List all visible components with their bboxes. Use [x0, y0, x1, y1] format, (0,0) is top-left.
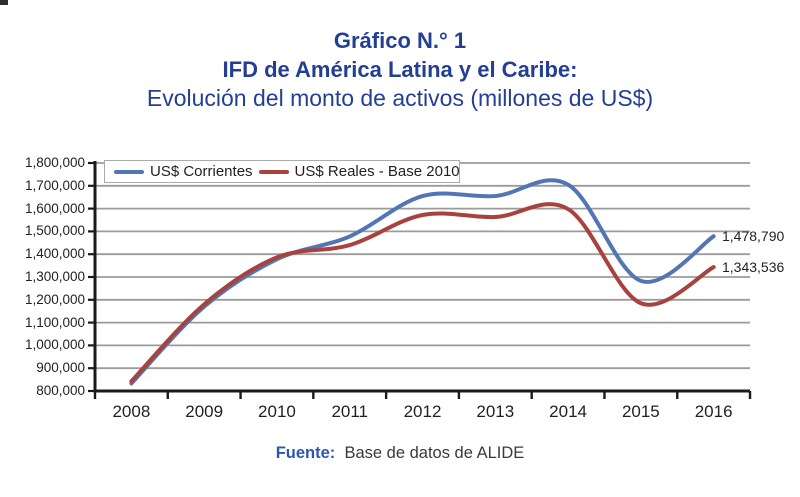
chart-title-block: Gráfico N.° 1 IFD de América Latina y el…: [0, 26, 800, 113]
x-tick-label: 2011: [331, 402, 369, 421]
y-tick-label: 1,000,000: [24, 337, 85, 353]
x-tick-label: 2016: [694, 402, 733, 421]
x-tick-label: 2013: [476, 402, 515, 421]
x-tick-label: 2008: [112, 402, 151, 421]
blue-line-swatch-icon: [114, 169, 144, 174]
end-value-reales: 1,343,536: [722, 259, 785, 276]
x-tick-label: 2010: [258, 402, 296, 421]
y-tick-label: 1,400,000: [24, 246, 85, 262]
y-tick-label: 1,600,000: [24, 200, 85, 216]
end-value-corrientes: 1,478,790: [722, 228, 785, 245]
y-tick-label: 1,800,000: [24, 155, 85, 170]
x-tick-label: 2012: [403, 402, 442, 421]
chart-legend: US$ Corrientes US$ Reales - Base 2010: [104, 160, 460, 183]
y-tick-label: 1,500,000: [24, 223, 85, 239]
y-tick-label: 1,200,000: [24, 291, 85, 307]
chart-title-line1: Gráfico N.° 1: [333, 28, 467, 53]
x-tick-label: 2014: [549, 402, 587, 421]
legend-entry-corrientes: US$ Corrientes: [114, 163, 253, 180]
red-line-swatch-icon: [258, 169, 289, 174]
x-tick-label: 2015: [621, 402, 660, 421]
legend-label-reales: US$ Reales - Base 2010: [294, 163, 460, 180]
source-prefix: Fuente:: [275, 444, 336, 462]
y-tick-label: 1,100,000: [24, 314, 85, 330]
source-line: Fuente: Base de datos de ALIDE: [0, 444, 800, 463]
source-value: Base de datos de ALIDE: [344, 444, 525, 462]
corner-artifact: [0, 0, 8, 5]
x-tick-label: 2009: [185, 402, 224, 421]
y-tick-label: 1,700,000: [24, 177, 85, 193]
series-line-1: [129, 202, 716, 384]
chart-title-line2: IFD de América Latina y el Caribe:: [222, 57, 578, 82]
y-tick-label: 800,000: [36, 383, 85, 398]
legend-label-corrientes: US$ Corrientes: [150, 163, 253, 180]
y-tick-label: 1,300,000: [24, 269, 85, 284]
legend-entry-reales: US$ Reales - Base 2010: [258, 163, 460, 180]
chart-subtitle: Evolución del monto de activos (millones…: [146, 85, 654, 111]
y-tick-label: 900,000: [36, 360, 85, 376]
series-line-0: [129, 178, 716, 386]
